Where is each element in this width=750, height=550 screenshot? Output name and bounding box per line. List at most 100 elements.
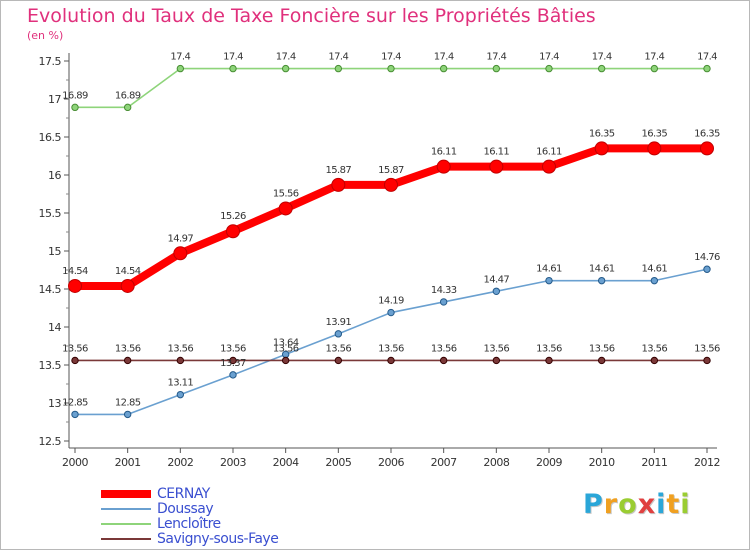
- logo-letter: o: [618, 489, 638, 520]
- data-label: 17.4: [539, 52, 559, 63]
- data-point: [229, 64, 237, 73]
- data-point: [176, 64, 185, 73]
- legend-label: Savigny-sous-Faye: [157, 531, 279, 547]
- data-label: 16.89: [62, 90, 88, 101]
- x-tick-label: 2003: [220, 456, 246, 469]
- data-label: 12.85: [62, 397, 88, 408]
- data-label: 14.61: [536, 264, 562, 275]
- data-label: 16.35: [589, 128, 615, 139]
- y-tick-label: 14: [48, 321, 61, 334]
- proxiti-logo: Proxiti: [583, 489, 691, 520]
- data-label: 13.91: [326, 317, 352, 328]
- data-point: [123, 410, 132, 419]
- x-tick-label: 2007: [431, 456, 457, 469]
- data-point: [597, 64, 606, 73]
- data-label: 15.87: [326, 165, 352, 176]
- data-point: [173, 246, 188, 261]
- data-label: 16.11: [431, 147, 457, 158]
- x-tick-label: 2008: [483, 456, 509, 469]
- y-tick-label: 13.5: [39, 359, 62, 372]
- series-line-lencloître: [75, 67, 707, 109]
- data-label: 13.56: [378, 343, 404, 354]
- data-point: [331, 177, 346, 192]
- logo-letter: t: [666, 489, 681, 520]
- data-label: 16.11: [484, 147, 510, 158]
- data-point: [281, 64, 290, 73]
- x-tick-label: 2000: [62, 456, 88, 469]
- y-tick-label: 15: [48, 245, 61, 258]
- data-label: 14.54: [62, 266, 88, 277]
- axes: 12.5 13 13.5 14 14.5 15 15.5 16 16.5 17 17.5 2000 20…: [39, 53, 721, 469]
- data-label: 14.54: [115, 266, 141, 277]
- data-point: [545, 276, 553, 285]
- y-tick-label: 12.5: [39, 435, 62, 448]
- data-point: [650, 356, 659, 365]
- data-label: 13.56: [168, 343, 194, 354]
- data-point: [281, 356, 290, 365]
- data-label: 13.56: [273, 343, 299, 354]
- data-point: [492, 64, 501, 73]
- logo-letter: P: [583, 489, 604, 520]
- data-point: [176, 390, 185, 399]
- data-label-layer: 14.54 14.54 14.97 15.26 15.56 15.87 15.87 16.11…: [62, 52, 720, 409]
- legend-label: Lencloître: [157, 516, 221, 532]
- data-point: [436, 159, 451, 174]
- data-label: 14.61: [642, 264, 668, 275]
- x-tick-label: 2006: [378, 456, 404, 469]
- data-label: 17.4: [644, 52, 664, 63]
- legend-swatch: [101, 508, 151, 510]
- data-label: 15.87: [378, 165, 404, 176]
- x-tick-label: 2002: [167, 456, 193, 469]
- data-label: 16.11: [536, 147, 562, 158]
- data-point: [650, 276, 659, 285]
- data-point: [703, 356, 711, 365]
- data-label: 14.61: [589, 264, 615, 275]
- y-tick-label: 13: [48, 397, 61, 410]
- logo-letter: i: [656, 489, 667, 520]
- data-label: 14.33: [431, 285, 457, 296]
- data-point: [545, 64, 553, 73]
- y-tick-label: 16: [48, 169, 61, 182]
- data-point: [229, 371, 237, 379]
- data-label: 17.4: [381, 52, 401, 63]
- y-tick-label: 15.5: [39, 207, 62, 220]
- y-tick-label: 17: [48, 93, 61, 106]
- legend-label: Doussay: [157, 501, 214, 517]
- data-point: [387, 64, 395, 73]
- data-label: 17.4: [486, 52, 506, 63]
- legend-label: CERNAY: [157, 486, 210, 502]
- x-tick-label: 2011: [641, 456, 667, 469]
- data-label: 13.56: [431, 343, 457, 354]
- data-point: [647, 141, 662, 156]
- chart-title: Evolution du Taux de Taxe Foncière sur l…: [27, 5, 596, 27]
- data-label: 13.64: [273, 337, 299, 348]
- logo-letter: x: [637, 489, 657, 520]
- data-point: [384, 177, 398, 192]
- data-label: 13.56: [326, 343, 352, 354]
- logo-letter: i: [680, 489, 691, 520]
- data-point: [597, 276, 606, 285]
- legend-swatch: [101, 523, 151, 525]
- data-point: [492, 356, 501, 365]
- data-label: 17.4: [697, 52, 717, 63]
- data-label: 13.37: [220, 358, 246, 369]
- data-label: 17.4: [592, 52, 612, 63]
- y-tick-label: 17.5: [39, 55, 62, 68]
- data-label: 13.56: [536, 343, 562, 354]
- y-tick-label: 14.5: [39, 283, 62, 296]
- data-label: 16.35: [694, 128, 720, 139]
- data-point: [703, 64, 711, 73]
- data-point: [700, 141, 714, 156]
- data-label: 14.76: [694, 252, 720, 263]
- data-point: [545, 356, 553, 365]
- legend-swatch: [101, 538, 151, 540]
- data-label: 14.97: [168, 233, 194, 244]
- data-point: [597, 356, 606, 365]
- x-tick-label: 2004: [273, 456, 299, 469]
- data-point: [387, 356, 395, 365]
- data-point: [334, 330, 343, 338]
- data-point: [492, 287, 501, 295]
- unit-label: (en %): [27, 29, 64, 42]
- data-point: [71, 356, 79, 365]
